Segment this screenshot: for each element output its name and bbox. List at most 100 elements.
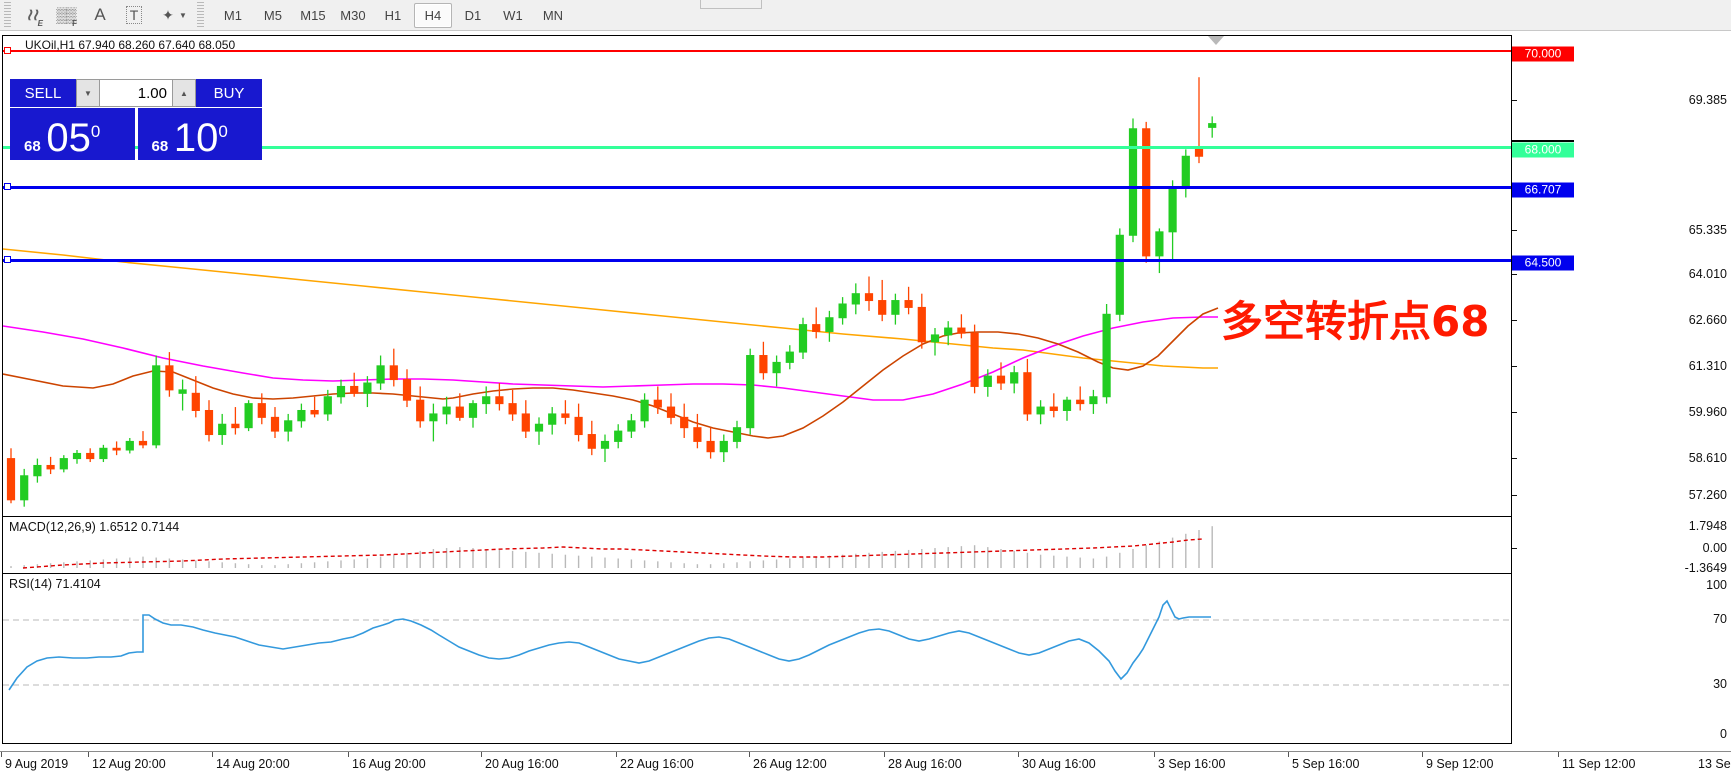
candle-body xyxy=(152,365,161,446)
candle-body xyxy=(165,365,174,391)
rsi-tick-0: 0 xyxy=(1720,727,1727,741)
candle-body xyxy=(930,334,940,343)
candle-body xyxy=(600,440,610,449)
candle-body xyxy=(178,389,187,394)
candle-body xyxy=(1128,128,1138,236)
timeframe-m1[interactable]: M1 xyxy=(223,7,242,23)
macd-signal-line xyxy=(22,538,1204,569)
price-badge-66707[interactable]: 66.707 xyxy=(1512,182,1574,198)
text-label-icon[interactable]: T xyxy=(117,0,151,31)
price-tick-59960: 59.960 xyxy=(1688,405,1727,419)
price-badge-70[interactable]: 70.000 xyxy=(1512,46,1574,62)
candle-body xyxy=(864,293,874,302)
time-axis-label: 22 Aug 16:00 xyxy=(620,757,694,771)
price-badge-68[interactable]: 68.000 xyxy=(1512,142,1574,158)
candle-body xyxy=(587,434,596,449)
candle-body xyxy=(336,385,346,398)
hline-64500[interactable] xyxy=(3,259,1511,262)
candle-body xyxy=(46,464,55,470)
candle-body xyxy=(1023,372,1032,415)
candle-body xyxy=(416,399,425,422)
time-axis-label: 14 Aug 20:00 xyxy=(216,757,290,771)
timeframe-mn[interactable]: MN xyxy=(542,7,564,23)
candle-body xyxy=(1208,123,1217,128)
candle-body xyxy=(706,440,715,453)
time-axis-label: 12 Aug 20:00 xyxy=(92,757,166,771)
volume-increment-button[interactable]: ▲ xyxy=(172,79,196,107)
volume-decrement-button[interactable]: ▼ xyxy=(76,79,100,107)
buy-price-tile[interactable]: 68 100 xyxy=(137,108,262,161)
candle-body xyxy=(614,430,623,442)
buy-price-pips: 100 xyxy=(173,116,228,161)
candle-body xyxy=(508,403,517,415)
timeframe-w1[interactable]: W1 xyxy=(503,7,523,23)
one-click-trading-panel[interactable]: SELL ▼ 1.00 ▲ BUY 68 050 68 100 xyxy=(10,79,262,161)
templates-icon[interactable]: ▒▒ F xyxy=(49,0,83,31)
time-axis-tick xyxy=(1422,752,1423,757)
hline-70[interactable] xyxy=(3,50,1511,52)
candle-body xyxy=(218,423,227,436)
candle-body xyxy=(1049,406,1058,411)
timeframe-d1[interactable]: D1 xyxy=(464,7,482,23)
price-tick-57260: 57.260 xyxy=(1688,488,1727,502)
time-axis-tick xyxy=(749,752,750,757)
price-tick-69385: 69.385 xyxy=(1688,93,1727,107)
candle-body xyxy=(270,416,280,432)
candle-body xyxy=(482,396,491,405)
macd-tick-min: -1.3649 xyxy=(1684,561,1727,575)
time-axis-tick xyxy=(1154,752,1155,757)
axis-dash xyxy=(1512,366,1517,367)
candle-body xyxy=(389,365,398,381)
volume-input[interactable]: 1.00 xyxy=(100,79,172,107)
macd-tick-zero: 0.00 xyxy=(1702,541,1727,555)
toolbar-grip-1[interactable] xyxy=(4,2,11,28)
indicators-icon[interactable]: ≀≀ E xyxy=(15,0,49,31)
price-candles-svg xyxy=(3,77,1219,507)
buy-button[interactable]: BUY xyxy=(196,79,262,107)
objects-icon[interactable]: ✦ xyxy=(151,0,185,31)
candle-body xyxy=(746,355,755,429)
timeframe-m15[interactable]: M15 xyxy=(300,7,326,23)
toolbar-grip-2[interactable] xyxy=(196,2,204,28)
price-axis[interactable]: 70.000 68.000 66.707 64.500 69.385 65.33… xyxy=(1512,35,1731,744)
sell-price-whole: 68 xyxy=(24,138,41,155)
rsi-pane[interactable]: RSI(14) 71.4104 xyxy=(3,575,1511,743)
macd-pane[interactable]: MACD(12,26,9) 1.6512 0.7144 xyxy=(3,518,1511,574)
candle-body xyxy=(732,427,742,442)
sell-price-tile[interactable]: 68 050 xyxy=(10,108,135,160)
rsi-svg xyxy=(3,599,1511,691)
candle-body xyxy=(825,317,834,332)
candle-body xyxy=(574,416,583,436)
time-axis-tick xyxy=(481,752,482,757)
hline-handle-66707-left[interactable] xyxy=(4,183,11,190)
text-tool-icon[interactable]: A xyxy=(83,0,117,31)
chart-annotation: 多空转折点68 xyxy=(1221,297,1490,346)
candle-body xyxy=(442,406,451,415)
hline-68[interactable] xyxy=(3,146,1511,149)
candle-body xyxy=(1181,155,1190,188)
timeframe-m5[interactable]: M5 xyxy=(263,7,282,23)
time-axis-tick xyxy=(88,752,89,757)
objects-dropdown-caret-icon[interactable]: ▼ xyxy=(179,10,187,20)
candle-body xyxy=(495,396,504,405)
hline-handle-70-left[interactable] xyxy=(4,47,11,54)
candle-body xyxy=(86,452,95,460)
hline-66707[interactable] xyxy=(3,186,1511,189)
timeframe-h1[interactable]: H1 xyxy=(384,7,402,23)
timeframe-h4[interactable]: H4 xyxy=(413,2,452,28)
toolbar-notch xyxy=(700,0,762,9)
timeframe-m30[interactable]: M30 xyxy=(340,7,366,23)
time-axis-label: 28 Aug 16:00 xyxy=(888,757,962,771)
sell-button[interactable]: SELL xyxy=(10,79,76,107)
candle-body xyxy=(983,375,992,387)
text-tool-icon-glyph: A xyxy=(94,5,106,24)
rsi-label: RSI(14) 71.4104 xyxy=(9,577,101,591)
text-label-icon-glyph: T xyxy=(125,6,143,24)
candle-body xyxy=(1089,396,1098,405)
candle-body xyxy=(917,306,926,343)
time-axis[interactable]: 9 Aug 2019 12 Aug 20:00 14 Aug 20:00 16 Aug… xyxy=(0,751,1731,783)
candle-body xyxy=(1062,399,1072,411)
price-badge-64500[interactable]: 64.500 xyxy=(1512,255,1574,271)
hline-handle-64500-left[interactable] xyxy=(4,256,11,263)
chart-area[interactable]: UKOil,H1 67.940 68.260 67.640 68.050 多空转… xyxy=(0,31,1731,783)
